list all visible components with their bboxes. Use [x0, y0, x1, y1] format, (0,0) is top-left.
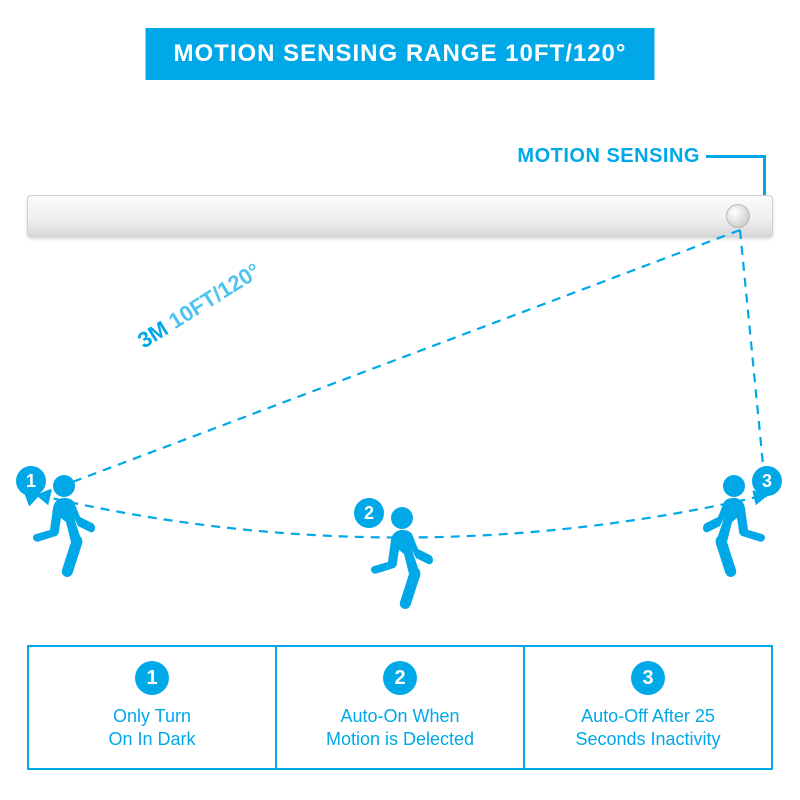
info-badge: 2 — [383, 661, 417, 695]
info-text: Only TurnOn In Dark — [108, 705, 195, 750]
info-text: Auto-On WhenMotion is Delected — [326, 705, 474, 750]
info-row: 1 Only TurnOn In Dark 2 Auto-On WhenMoti… — [27, 645, 773, 770]
info-cell-2: 2 Auto-On WhenMotion is Delected — [277, 647, 525, 768]
range-label: 3M 10FT/120° — [133, 258, 265, 354]
motion-sensing-label: MOTION SENSING — [517, 145, 700, 168]
info-cell-1: 1 Only TurnOn In Dark — [29, 647, 277, 768]
figure-3: 3 — [696, 472, 776, 582]
figure-badge: 3 — [752, 466, 782, 496]
figure-badge: 1 — [16, 466, 46, 496]
range-label-rest: 10FT/120° — [159, 258, 265, 337]
info-text: Auto-Off After 25Seconds Inactivity — [575, 705, 720, 750]
info-badge: 1 — [135, 661, 169, 695]
light-bar — [27, 195, 773, 237]
title-banner: MOTION SENSING RANGE 10FT/120° — [145, 28, 654, 80]
figure-2: 2 — [360, 504, 440, 614]
sensor-dome-icon — [726, 204, 750, 228]
figure-1: 1 — [22, 472, 102, 582]
leader-line-horizontal — [706, 155, 766, 158]
info-badge: 3 — [631, 661, 665, 695]
info-cell-3: 3 Auto-Off After 25Seconds Inactivity — [525, 647, 771, 768]
figure-badge: 2 — [354, 498, 384, 528]
